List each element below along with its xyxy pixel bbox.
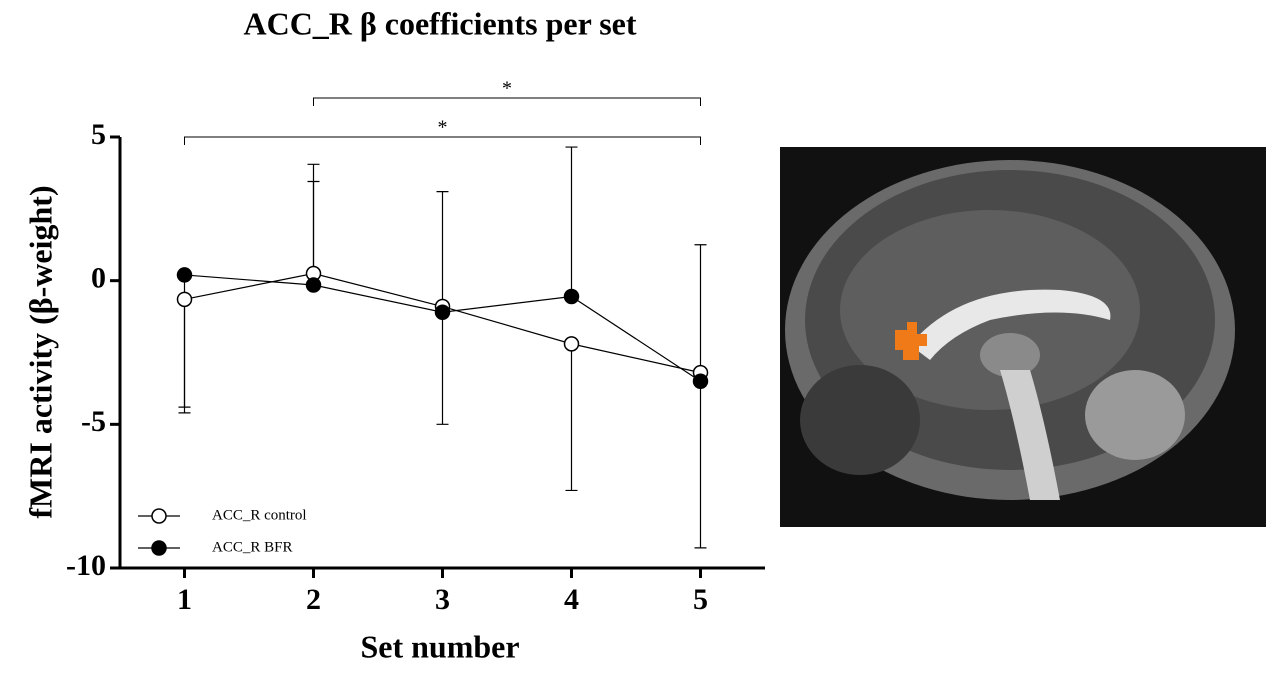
error-bar: [695, 381, 707, 548]
data-point: [178, 268, 192, 282]
error-bar: [566, 147, 578, 296]
data-point: [565, 337, 579, 351]
y-tick-label: 5: [91, 118, 106, 151]
x-tick-label: 1: [177, 583, 192, 616]
error-bar: [437, 307, 449, 425]
x-axis-label: Set number: [360, 628, 519, 664]
legend-label: ACC_R BFR: [212, 539, 292, 555]
error-bar: [695, 245, 707, 373]
y-tick-label: -5: [81, 405, 106, 438]
x-tick-label: 4: [564, 583, 579, 616]
legend-marker: [152, 541, 166, 555]
data-point: [178, 292, 192, 306]
data-point: [565, 289, 579, 303]
significance-label: *: [502, 78, 512, 100]
data-point: [694, 374, 708, 388]
error-bar: [566, 344, 578, 491]
chart-title: ACC_R β coefficients per set: [243, 5, 636, 41]
legend-label: ACC_R control: [212, 507, 307, 523]
y-tick-label: -10: [66, 549, 106, 582]
y-axis-label: fMRI activity (β-weight): [22, 185, 58, 518]
data-point: [307, 278, 321, 292]
x-tick-label: 5: [693, 583, 708, 616]
significance-label: *: [438, 117, 448, 139]
y-tick-label: 0: [91, 262, 106, 295]
data-point: [436, 305, 450, 319]
chart: ACC_R β coefficients per set Set number …: [0, 0, 1271, 671]
brain-image: [780, 147, 1266, 527]
x-tick-label: 3: [435, 583, 450, 616]
error-bar: [437, 192, 449, 313]
x-tick-label: 2: [306, 583, 321, 616]
legend-marker: [152, 509, 166, 523]
